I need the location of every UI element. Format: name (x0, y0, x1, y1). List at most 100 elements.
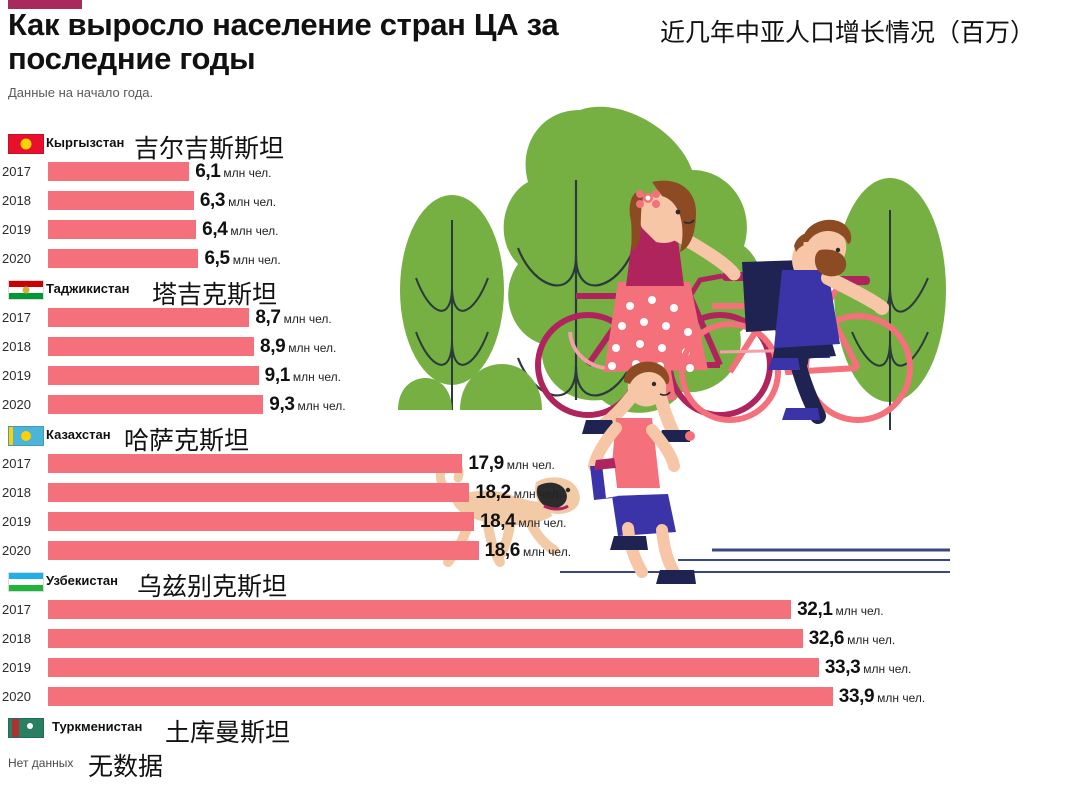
flag-carpet-stripe (12, 719, 19, 737)
bar-row: 2017 17,9 млн чел. (0, 452, 1078, 476)
subtitle: Данные на начало года. (8, 85, 154, 100)
country-name-chinese: 塔吉克斯坦 (152, 280, 278, 309)
value-number: 8,9 (260, 336, 286, 357)
value-unit: млн чел. (297, 399, 346, 413)
value-unit: млн чел. (223, 166, 272, 180)
value-group: 9,3 млн чел. (269, 394, 345, 416)
country-name-chinese: 乌兹别克斯坦 (137, 572, 288, 601)
bar-rows: 2017 17,9 млн чел. 2018 18,2 млн чел. 2019 18,4… (0, 452, 1078, 563)
flag-kazakhstan-icon (8, 426, 44, 446)
value-group: 33,3 млн чел. (825, 657, 911, 679)
header: Как выросло население стран ЦА за послед… (8, 8, 1070, 101)
year-label: 2017 (2, 456, 31, 471)
flag-sun-icon (21, 431, 31, 441)
value-number: 18,2 (475, 482, 511, 503)
value-bar (48, 512, 474, 531)
value-number: 17,9 (468, 453, 504, 474)
value-group: 17,9 млн чел. (468, 453, 554, 475)
country-header: Туркменистан 土库曼斯坦 (0, 714, 1078, 747)
value-bar (48, 454, 463, 473)
country-name-chinese: 吉尔吉斯斯坦 (134, 134, 285, 163)
year-label: 2020 (2, 689, 31, 704)
bar-row: 2020 9,3 млн чел. (0, 393, 1078, 417)
page-title: Как выросло население стран ЦА за послед… (8, 7, 559, 76)
value-bar (48, 220, 197, 239)
value-bar (48, 658, 819, 677)
value-bar (48, 541, 479, 560)
value-bar (48, 337, 255, 356)
chart-area: Кыргызстан 吉尔吉斯斯坦 2017 6,1 млн чел. 2018 6,3 мл… (0, 130, 1078, 781)
value-bar (48, 483, 470, 502)
value-group: 6,5 млн чел. (204, 248, 280, 270)
bar-row: 2019 9,1 млн чел. (0, 364, 1078, 388)
value-number: 9,1 (264, 365, 291, 386)
value-number: 6,4 (202, 219, 228, 240)
country-block-kazakhstan: Казахстан 哈萨克斯坦 2017 17,9 млн чел. 2018 18,2 мл… (0, 422, 1078, 563)
year-label: 2019 (2, 222, 31, 237)
value-bar (48, 366, 259, 385)
no-data-label: Нет данных (8, 756, 74, 770)
flag-ornament (9, 427, 13, 445)
value-group: 32,1 млн чел. (797, 599, 883, 621)
value-bar (48, 629, 803, 648)
flag-crown-icon (22, 286, 30, 294)
flag-uzbekistan-icon (8, 572, 44, 592)
value-unit: млн чел. (292, 370, 341, 384)
year-label: 2020 (2, 397, 31, 412)
value-unit: млн чел. (283, 312, 332, 326)
flag-stripe (9, 293, 43, 299)
value-unit: млн чел. (835, 604, 884, 618)
value-group: 6,4 млн чел. (202, 219, 278, 241)
country-header: Таджикистан 塔吉克斯坦 (0, 276, 1078, 309)
country-block-turkmenistan: Туркменистан 土库曼斯坦 Нет данных 无数据 (0, 714, 1078, 781)
country-block-tajikistan: Таджикистан 塔吉克斯坦 2017 8,7 млн чел. 2018 8,9 мл… (0, 276, 1078, 417)
value-group: 9,1 млн чел. (265, 365, 341, 387)
year-label: 2018 (2, 339, 31, 354)
bar-row: 2019 33,3 млн чел. (0, 656, 1078, 680)
bar-row: 2018 6,3 млн чел. (0, 189, 1078, 213)
flag-stripe (9, 281, 43, 287)
country-block-uzbekistan: Узбекистан 乌兹别克斯坦 2017 32,1 млн чел. 2018 32,6… (0, 568, 1078, 709)
no-data-label-chinese: 无数据 (88, 752, 164, 781)
value-number: 9,3 (269, 394, 295, 415)
value-bar (48, 162, 190, 181)
value-number: 33,9 (838, 686, 875, 707)
bar-row: 2019 18,4 млн чел. (0, 510, 1078, 534)
value-number: 32,6 (808, 628, 845, 649)
year-label: 2020 (2, 251, 31, 266)
value-number: 18,6 (484, 540, 521, 561)
flag-sun-icon (20, 138, 32, 150)
value-number: 6,5 (204, 248, 230, 269)
accent-bar (8, 0, 82, 9)
bar-row: 2017 32,1 млн чел. (0, 598, 1078, 622)
value-number: 18,4 (479, 511, 516, 532)
value-group: 32,6 млн чел. (809, 628, 895, 650)
title-row: Как выросло население стран ЦА за послед… (8, 8, 1070, 76)
flag-stripe (9, 573, 43, 579)
year-label: 2019 (2, 368, 31, 383)
value-unit: млн чел. (228, 195, 277, 209)
value-unit: млн чел. (230, 224, 279, 238)
value-group: 33,9 млн чел. (839, 686, 925, 708)
value-bar (48, 308, 250, 327)
flag-kyrgyzstan-icon (8, 134, 44, 154)
year-label: 2018 (2, 485, 31, 500)
flag-stripe (9, 585, 43, 591)
flag-crescent-icon (27, 722, 34, 729)
bar-row: 2018 32,6 млн чел. (0, 627, 1078, 651)
page-title-chinese: 近几年中亚人口增长情况（百万） (660, 18, 1036, 47)
value-unit: млн чел. (847, 633, 896, 647)
country-block-kyrgyzstan: Кыргызстан 吉尔吉斯斯坦 2017 6,1 млн чел. 2018 6,3 мл… (0, 130, 1078, 271)
value-unit: млн чел. (506, 458, 555, 472)
flag-stripe (9, 578, 43, 586)
value-number: 33,3 (824, 657, 861, 678)
bar-row: 2017 8,7 млн чел. (0, 306, 1078, 330)
year-label: 2017 (2, 602, 31, 617)
bar-rows: 2017 6,1 млн чел. 2018 6,3 млн чел. 2019 6,4 млн… (0, 160, 1078, 271)
no-data-row: Нет данных 无数据 (0, 750, 1078, 781)
value-unit: млн чел. (877, 691, 926, 705)
year-label: 2019 (2, 514, 31, 529)
value-group: 18,2 млн чел. (475, 482, 561, 504)
bar-row: 2019 6,4 млн чел. (0, 218, 1078, 242)
